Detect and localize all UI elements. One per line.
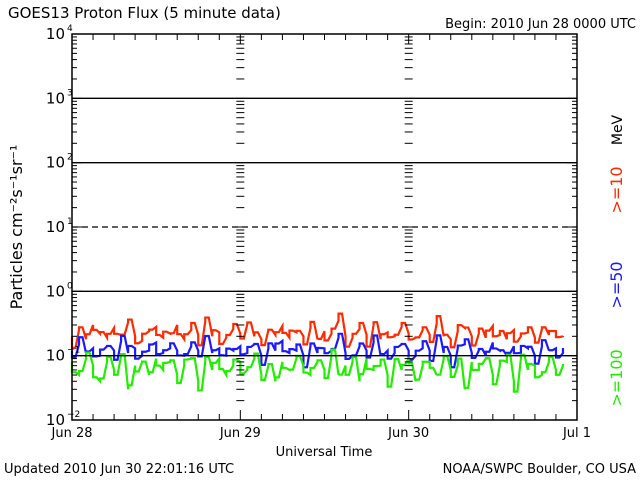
legend-ge50: >=50: [607, 261, 626, 308]
legend-ge10: >=10: [607, 166, 626, 213]
x-tick-label: Jun 28: [51, 426, 93, 441]
plot-frame: [71, 33, 578, 421]
y-tick-exponent: 4: [67, 24, 73, 34]
x-tick-label: Jun 30: [387, 426, 429, 441]
legend-ge100: >=100: [607, 349, 626, 406]
y-tick-label: 10: [46, 282, 65, 300]
x-tick-label: Jul 1: [562, 426, 591, 441]
y-tick-exponent: −1: [67, 346, 80, 356]
y-tick-label: 10: [46, 25, 65, 43]
x-axis-label: Universal Time: [276, 445, 373, 460]
series-line-2: [70, 348, 565, 393]
y-tick-label: 10: [46, 89, 65, 107]
y-tick-exponent: −2: [67, 410, 80, 420]
chart-title: GOES13 Proton Flux (5 minute data): [8, 4, 281, 22]
y-tick-label: 10: [46, 411, 65, 429]
y-tick-label: 10: [46, 154, 65, 172]
y-tick-exponent: 1: [67, 217, 73, 227]
series-line-1: [70, 332, 565, 369]
series-line-0: [70, 312, 565, 350]
y-tick-label: 10: [46, 347, 65, 365]
begin-time: Begin: 2010 Jun 28 0000 UTC: [445, 17, 636, 32]
source-label: NOAA/SWPC Boulder, CO USA: [443, 462, 636, 477]
x-tick-label: Jun 29: [219, 426, 261, 441]
y-tick-exponent: 0: [67, 281, 73, 291]
updated-time: Updated 2010 Jun 30 22:01:16 UTC: [4, 462, 234, 477]
legend-mev: MeV: [610, 114, 626, 145]
y-tick-exponent: 3: [67, 88, 73, 98]
y-axis-label: Particles cm⁻²s⁻¹sr⁻¹: [7, 145, 26, 310]
y-tick-label: 10: [46, 218, 65, 236]
y-tick-exponent: 2: [67, 153, 73, 163]
